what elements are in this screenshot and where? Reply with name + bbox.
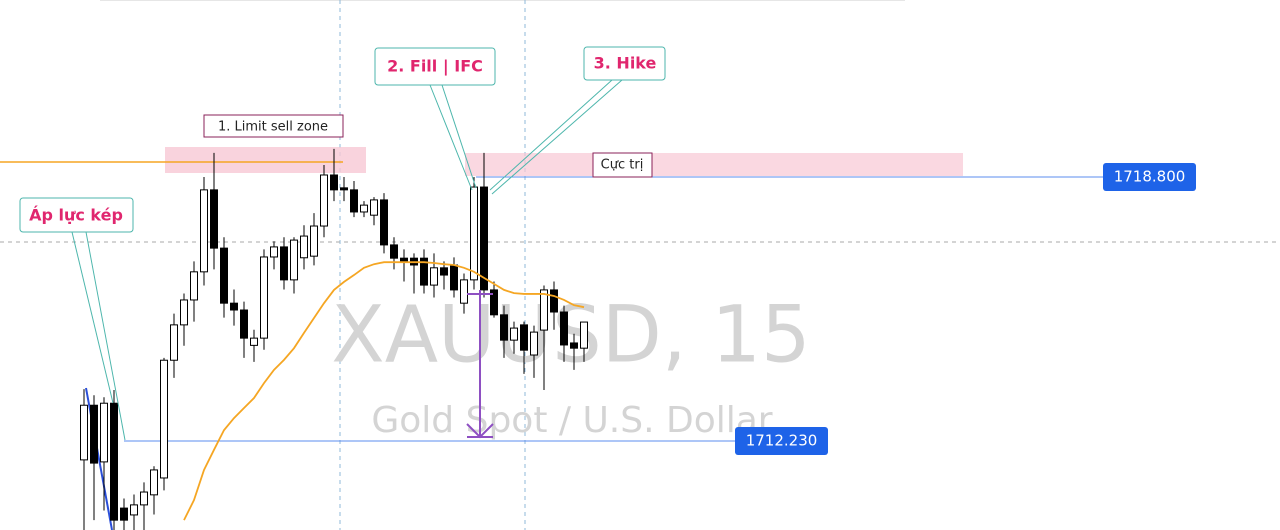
candle-body [350,189,358,213]
candle-body [360,204,368,213]
trend-line [85,387,113,530]
annotation-box [19,197,134,233]
candle-body [550,289,558,313]
candle-body [320,174,328,227]
annotation: 1. Limit sell zone [218,120,328,135]
candle-body [530,331,538,356]
candle-body [510,327,518,341]
candle-body [110,402,118,521]
candle-body [160,359,168,479]
candle-body [300,235,308,259]
candle-body [430,267,438,286]
price-label: 1712.230 [746,431,818,449]
sell-zone [165,147,366,173]
candle-body [140,491,148,506]
candle-body [540,289,548,331]
candle-body [290,239,298,281]
candle-body [240,309,248,339]
candle-body [560,311,568,346]
annotation: 2. Fill | IFC [387,57,483,77]
annotation-box [374,47,496,86]
watermark-symbol: XAUUSD, 15 [331,290,810,380]
candle-body [420,257,428,286]
candle-body [120,507,128,521]
candle-body [460,279,468,304]
annotation: Cực trị [601,158,644,173]
candle-body [580,321,588,349]
annotation-box [583,46,666,81]
watermark-description: Gold Spot / U.S. Dollar [371,400,772,441]
candle-body [80,404,88,461]
annotation: Áp lực kép [29,206,123,225]
candle-body [230,302,238,311]
candle-body [440,267,448,276]
price-label: 1718.800 [1114,168,1186,186]
price-label-box [1103,163,1196,192]
candle-body [130,504,138,516]
callout-lines [71,79,623,441]
candle-body [480,186,488,291]
candle-body [100,402,108,463]
price-label-box [735,426,828,455]
candle-body [250,337,258,346]
candle-body [260,256,268,339]
candle-body [500,314,508,341]
candle-body [370,199,378,216]
candle-body [520,324,528,351]
marks: 1718.800 1712.230 [80,148,1196,530]
annotation-box [203,114,344,138]
candle-body [210,189,218,249]
candle-body [200,189,208,273]
candle-body [450,264,458,291]
candle-body [90,404,98,464]
candle-body [270,246,278,258]
candle-body [220,247,228,304]
extreme-zone [465,153,963,176]
candle-body [490,289,498,316]
moving-average [183,261,585,521]
candle-body [150,469,158,496]
candle-body [180,299,188,326]
annotation-box [592,152,653,178]
candle-body [330,174,338,191]
candle-body [170,324,178,361]
candle-body [380,199,388,246]
candle-body [190,271,198,301]
candle-body [310,225,318,257]
candle-body [390,244,398,259]
candle-body [570,342,578,349]
candle-body [340,187,348,191]
candle-body [280,246,288,281]
candle-body [470,186,478,281]
annotation: 3. Hike [594,54,657,73]
